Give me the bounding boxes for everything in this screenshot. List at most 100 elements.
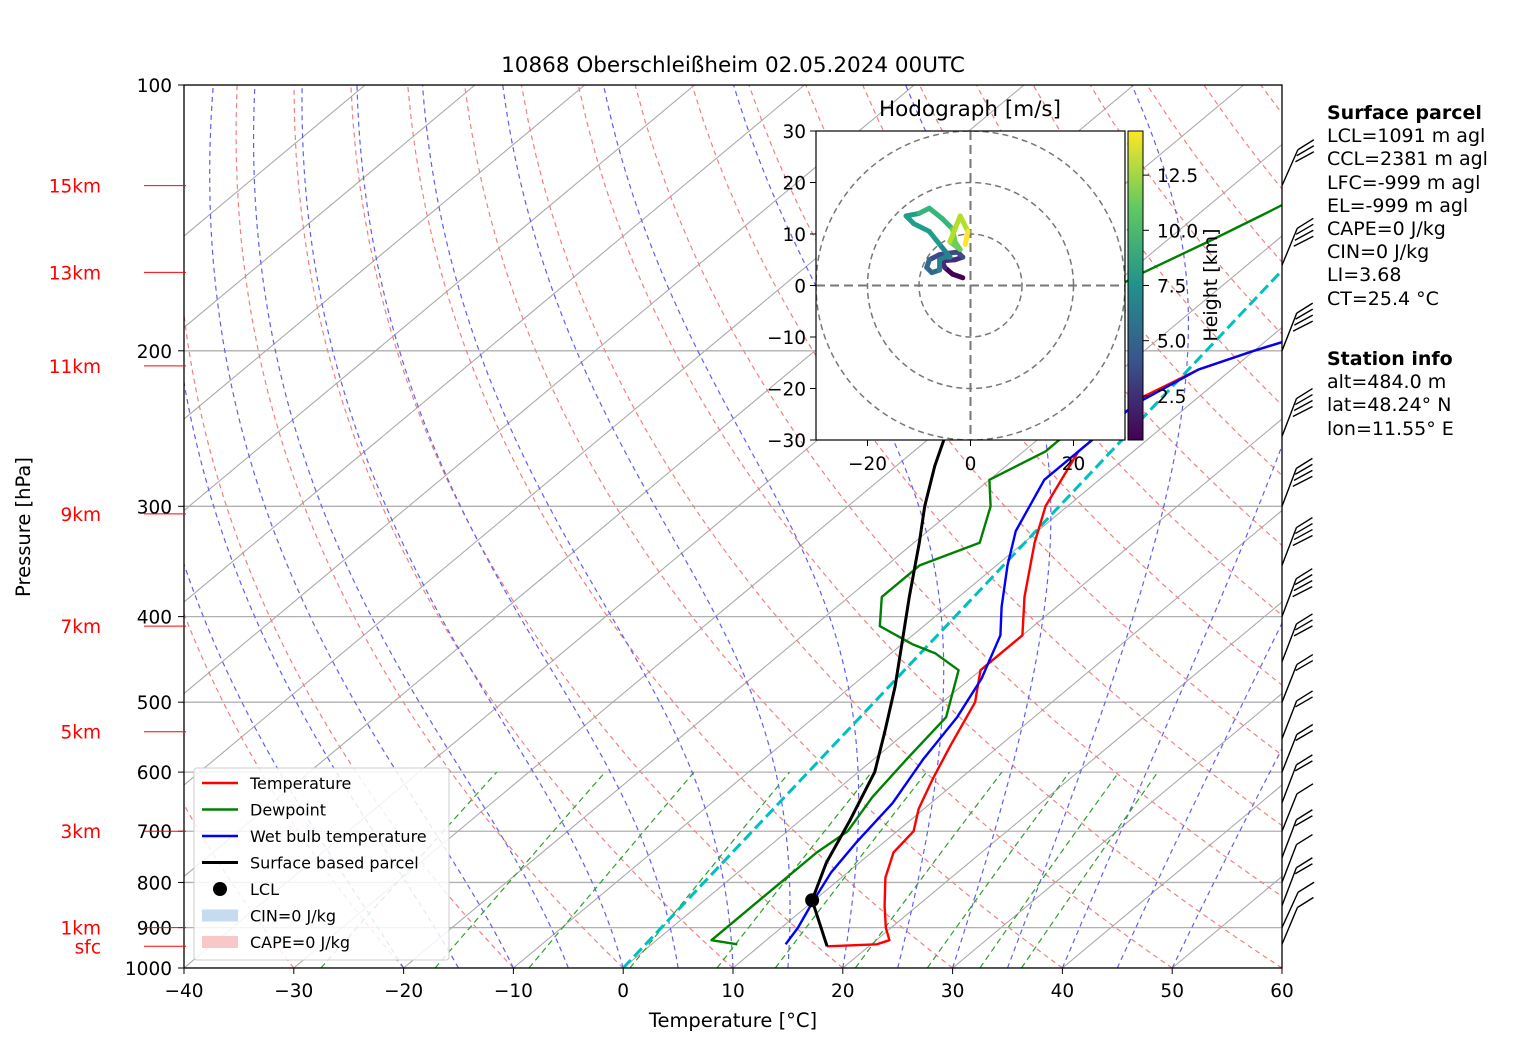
surface-parcel-ccl: CCL=2381 m agl [1327,148,1488,171]
wind-barb-flag [1292,475,1313,488]
wind-barb-flag [1296,302,1314,314]
legend-swatch [202,909,238,922]
surface-parcel-title: Surface parcel [1327,102,1482,124]
hodograph-x-tick-label: −20 [848,454,887,475]
y-axis-label: Pressure [hPa] [12,457,35,597]
legend-label: Temperature [249,774,351,793]
height-label: 15km [49,177,101,198]
hodograph-y-tick-label: −30 [767,431,806,452]
mixing-ratio-line [716,771,873,968]
hodograph-x-tick-label: 20 [1062,454,1086,475]
x-tick-label: 40 [1051,981,1075,1002]
wind-barb-flag [1295,659,1314,672]
height-label: 7km [60,617,101,638]
moist-adiabat-line [356,85,679,968]
wind-barb-staff [1281,700,1298,739]
station-info-alt: alt=484.0 m [1327,371,1447,394]
x-tick-label: −40 [164,981,203,1002]
wind-barb-flag [1296,833,1313,846]
hodograph-segment [957,213,971,234]
y-tick-label: 500 [137,693,172,714]
wind-barb-staff [1281,149,1299,186]
dry-adiabat-line [520,85,1173,968]
y-tick-label: 1000 [125,959,172,980]
hodograph: −20 0 20 30 20 10 0 −10 −20 −30 Hodograph [m/s] 2… [767,97,1222,475]
colorbar-tick-label: 2.5 [1157,387,1186,408]
wind-barb [1281,881,1315,928]
wind-barb [1281,783,1314,832]
wind-barb [1281,613,1313,663]
wind-barb-flag [1294,619,1313,631]
wind-barb-flag [1296,690,1313,702]
chart-title: 10868 Oberschleißheim 02.05.2024 00UTC [501,53,965,78]
mixing-ratio-line [979,771,1120,968]
surface-parcel-cin: CIN=0 J/kg [1327,241,1430,264]
wind-barb-flag [1293,528,1313,541]
colorbar-label: Height [km] [1200,228,1222,341]
hodograph-segment [926,228,943,247]
wind-barb-staff [1281,867,1298,906]
mixing-ratio-line [774,771,928,968]
wind-barb-flag [1292,405,1313,418]
wind-barb [1281,896,1314,945]
moist-adiabat-line [252,85,569,968]
legend-label: CIN=0 J/kg [250,907,336,926]
moist-adiabat-line [1061,444,1282,968]
moist-adiabat-line [301,85,624,968]
legend-label: Dewpoint [250,801,326,820]
wind-barb [1281,653,1314,703]
moist-adiabat-line [1116,621,1282,968]
wind-barb-flag [1296,783,1314,795]
wind-barb-flag [1292,586,1313,598]
wind-barb-flag [1293,235,1314,247]
moist-adiabat-line [421,85,734,968]
dry-adiabat-line [235,85,624,968]
surface-parcel-ct: CT=25.4 °C [1327,287,1439,310]
wind-barb-staff [1281,228,1298,266]
wind-barb-flag [1293,625,1313,637]
x-tick-label: 60 [1270,981,1294,1002]
wind-barb-flag [1294,393,1313,406]
wind-barb [1281,568,1313,617]
wind-barb-staff [1281,844,1298,883]
wind-barb-staff [1281,527,1298,566]
y-tick-label: 400 [137,608,172,629]
colorbar-tick-label: 7.5 [1157,277,1186,298]
wind-barb [1281,516,1313,566]
wind-barb-flag [1295,308,1314,320]
wind-barb [1281,217,1314,266]
isotherm-line [184,85,366,237]
hodograph-segment [911,221,932,234]
moist-adiabat-line [1006,85,1190,968]
surface-parcel-lfc: LFC=-999 m agl [1327,171,1481,194]
legend-swatch [202,936,238,948]
wind-barb-flag [1296,217,1314,229]
wind-barb-flag [1293,314,1314,326]
mixing-ratio-line [629,771,790,968]
wind-barb [1281,457,1313,507]
wind-barb-staff [1281,734,1298,773]
wind-barb-flag [1295,568,1313,580]
moist-adiabat-line [502,85,791,968]
x-axis-label: Temperature [°C] [648,1009,817,1032]
isotherm-line [622,418,1282,968]
dry-adiabat-line [463,85,1063,968]
dry-adiabat-line [407,85,953,968]
wind-barb-flag [1296,723,1314,736]
isotherm-line [184,85,915,695]
wind-barb-staff [1281,907,1299,945]
wind-barb-flag [1293,399,1313,412]
hodograph-y-tick-label: 10 [782,225,806,246]
height-label: 9km [60,505,101,526]
wind-barb-staff [1281,891,1299,928]
isotherm-line [184,85,476,329]
wind-barb-staff [1281,468,1298,507]
hodograph-segment [926,205,945,222]
wind-barb-staff [1281,664,1298,703]
wind-barb-flag [1294,863,1313,875]
colorbar-tick-label: 10.0 [1157,221,1198,242]
y-tick-label: 100 [137,76,172,97]
wind-barb-flag [1295,223,1314,235]
wind-barb [1281,387,1313,437]
